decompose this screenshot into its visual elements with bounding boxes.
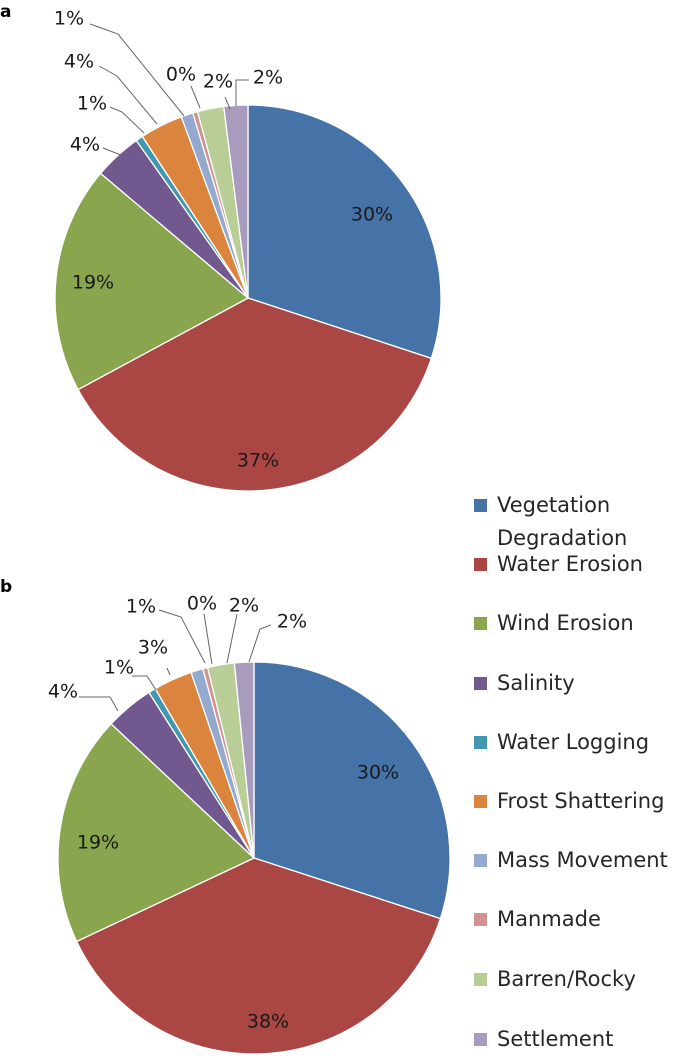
leader-line-a-frost-shattering <box>98 65 158 125</box>
legend-swatch-wind-erosion <box>474 617 487 630</box>
data-label-b-manmade: 0% <box>187 593 217 615</box>
legend-label-salinity: Salinity <box>497 671 575 695</box>
legend-swatch-vegetation-degradation <box>474 499 487 512</box>
leader-line-b-manmade <box>203 613 213 665</box>
legend-label-manmade: Manmade <box>497 907 601 931</box>
data-label-b-mass-movement: 1% <box>126 596 156 618</box>
pie-slice-a-vegetation-degradation <box>247 104 442 360</box>
legend-label-frost-shattering: Frost Shattering <box>497 789 664 813</box>
data-label-b-vegetation-degradation: 30% <box>357 762 399 784</box>
legend-swatch-salinity <box>474 677 487 690</box>
data-label-a-vegetation-degradation: 30% <box>351 204 393 226</box>
legend-label-barren-rocky: Barren/Rocky <box>497 967 636 991</box>
pie-chart-b: b30%38%19%4%1%3%1% 0% 2%2% <box>0 577 451 1055</box>
legend-swatch-barren-rocky <box>474 973 487 986</box>
legend-swatch-frost-shattering <box>474 795 487 808</box>
pie-chart-a: a 30% 37% 19% 4% 1% 4% 1% 0% 2% 2% <box>0 2 442 492</box>
panel-label-b: b <box>0 577 12 597</box>
pie-slice-b-settlement <box>233 661 255 859</box>
leader-line-a-salinity <box>102 147 122 156</box>
data-label-b-salinity: 4% <box>48 681 78 703</box>
leader-line-a-settlement <box>235 79 249 106</box>
data-label-a-water-erosion: 37% <box>237 450 279 472</box>
data-label-b-water-erosion: 38% <box>247 1011 289 1033</box>
leader-line-a-mass-movement <box>89 23 185 117</box>
data-label-a-settlement: 2% <box>253 67 283 89</box>
legend-label-mass-movement: Mass Movement <box>497 848 668 872</box>
leader-line-a-water-logging <box>109 106 145 134</box>
legend-swatch-settlement <box>474 1033 487 1046</box>
data-label-a-water-logging: 1% <box>77 93 107 115</box>
data-label-a-salinity: 4% <box>70 134 100 156</box>
data-label-b-frost-shattering: 3% <box>138 637 168 659</box>
leader-line-a-barren-rocky <box>224 96 231 110</box>
pie-slice-b-water-erosion <box>75 857 442 1055</box>
data-label-a-wind-erosion: 19% <box>72 272 114 294</box>
legend-label-wind-erosion: Wind Erosion <box>497 611 634 635</box>
legend-label-water-erosion: Water Erosion <box>497 552 643 576</box>
data-label-b-barren-rocky: 2% <box>229 595 259 617</box>
pie-slice-b-wind-erosion <box>57 722 256 943</box>
data-label-a-frost-shattering: 4% <box>64 51 94 73</box>
legend-swatch-water-logging <box>474 736 487 749</box>
data-label-b-wind-erosion: 19% <box>77 832 119 854</box>
data-label-b-settlement: 2% <box>277 611 307 633</box>
legend-label-settlement: Settlement <box>497 1027 613 1051</box>
pie-slice-a-wind-erosion <box>54 172 250 391</box>
legend-label-vegetation-degradation: Vegetation Degradation <box>497 493 627 550</box>
pie-slice-a-water-erosion <box>77 297 433 492</box>
pie-slice-b-vegetation-degradation <box>253 661 451 920</box>
legend-swatch-water-erosion <box>474 558 487 571</box>
data-label-a-mass-movement: 1% <box>54 8 84 30</box>
leader-line-b-barren-rocky <box>226 613 238 664</box>
leader-line-b-mass-movement <box>158 609 206 664</box>
panel-label-a: a <box>0 2 11 22</box>
leader-line-b-water-logging <box>132 675 157 691</box>
data-label-a-barren-rocky: 2% <box>203 71 233 93</box>
legend-swatch-mass-movement <box>474 854 487 867</box>
legend-label-water-logging: Water Logging <box>497 730 649 754</box>
legend-swatch-manmade <box>474 913 487 926</box>
leader-line-b-settlement <box>248 624 272 663</box>
data-label-b-water-logging: 1% <box>104 657 134 679</box>
data-label-a-manmade: 0% <box>166 64 196 86</box>
leader-line-b-frost-shattering <box>166 667 171 676</box>
leader-line-b-salinity <box>79 696 119 712</box>
leader-line-a-manmade <box>190 85 201 109</box>
